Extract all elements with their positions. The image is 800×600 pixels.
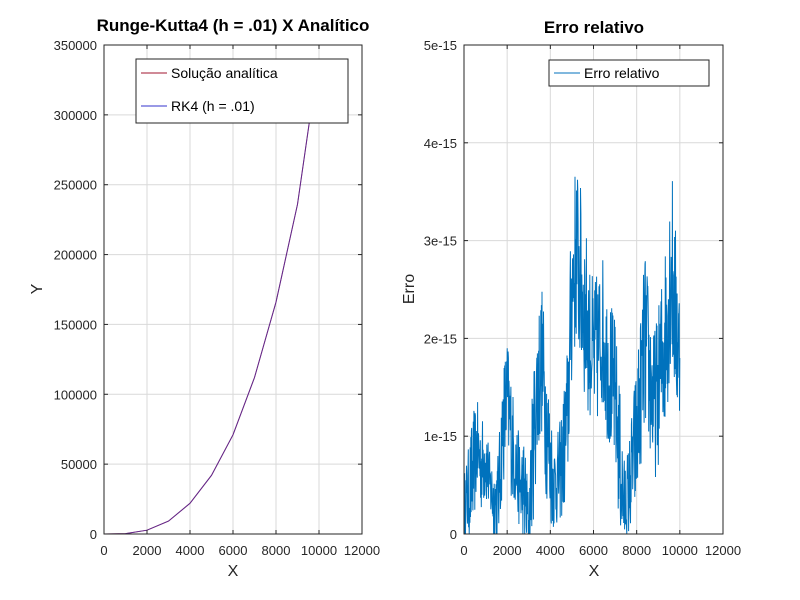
x-tick-label: 8000 [262, 543, 291, 558]
left-plot-legend: Solução analítica RK4 (h = .01) [135, 58, 349, 124]
x-tick-label: 10000 [662, 543, 698, 558]
right-plot-series [463, 176, 681, 535]
x-tick-label: 0 [460, 543, 467, 558]
series-line-1 [103, 114, 311, 535]
y-tick-label: 0 [450, 527, 457, 542]
y-tick-label: 1e-15 [424, 429, 457, 444]
y-tick-label: 5e-15 [424, 38, 457, 53]
y-tick-label: 200000 [54, 248, 97, 263]
right-plot: Erro relativo 0 2000 4000 6000 8000 10000 1200… [401, 18, 741, 580]
y-tick-label: 250000 [54, 178, 97, 193]
left-plot-ticks: 0 2000 4000 6000 8000 10000 12000 0 50000 100000 1… [54, 38, 380, 558]
x-tick-label: 12000 [344, 543, 380, 558]
x-tick-label: 2000 [133, 543, 162, 558]
x-tick-label: 4000 [536, 543, 565, 558]
legend-label-analitica: Solução analítica [171, 65, 278, 81]
right-plot-ticks: 0 2000 4000 6000 8000 10000 12000 0 1e-15 2e-15 3e… [424, 38, 741, 558]
y-tick-label: 3e-15 [424, 234, 457, 249]
y-tick-label: 300000 [54, 108, 97, 123]
y-tick-label: 2e-15 [424, 331, 457, 346]
x-tick-label: 0 [100, 543, 107, 558]
right-plot-x-label: X [589, 563, 600, 580]
left-plot-title: Runge-Kutta4 (h = .01) X Analítico [97, 16, 370, 35]
x-tick-label: 6000 [579, 543, 608, 558]
x-tick-label: 6000 [219, 543, 248, 558]
y-tick-label: 0 [90, 527, 97, 542]
y-tick-label: 150000 [54, 317, 97, 332]
left-plot-x-label: X [228, 563, 239, 580]
x-tick-label: 10000 [301, 543, 337, 558]
right-plot-y-label: Erro [401, 274, 418, 304]
right-plot-legend: Erro relativo [548, 59, 710, 87]
x-tick-label: 4000 [176, 543, 205, 558]
y-tick-label: 350000 [54, 38, 97, 53]
legend-label-erro: Erro relativo [584, 65, 660, 81]
x-tick-label: 12000 [705, 543, 741, 558]
legend-label-rk4: RK4 (h = .01) [171, 98, 255, 114]
x-tick-label: 2000 [493, 543, 522, 558]
series-line-0 [463, 176, 681, 535]
y-tick-label: 100000 [54, 387, 97, 402]
y-tick-label: 4e-15 [424, 136, 457, 151]
left-plot-y-label: Y [29, 283, 46, 294]
left-plot-series [103, 114, 311, 535]
left-plot: Runge-Kutta4 (h = .01) X Analítico 0 2000… [29, 16, 380, 580]
y-tick-label: 50000 [61, 457, 97, 472]
x-tick-label: 8000 [622, 543, 651, 558]
right-plot-title: Erro relativo [544, 18, 644, 37]
left-legend-box [135, 58, 349, 124]
